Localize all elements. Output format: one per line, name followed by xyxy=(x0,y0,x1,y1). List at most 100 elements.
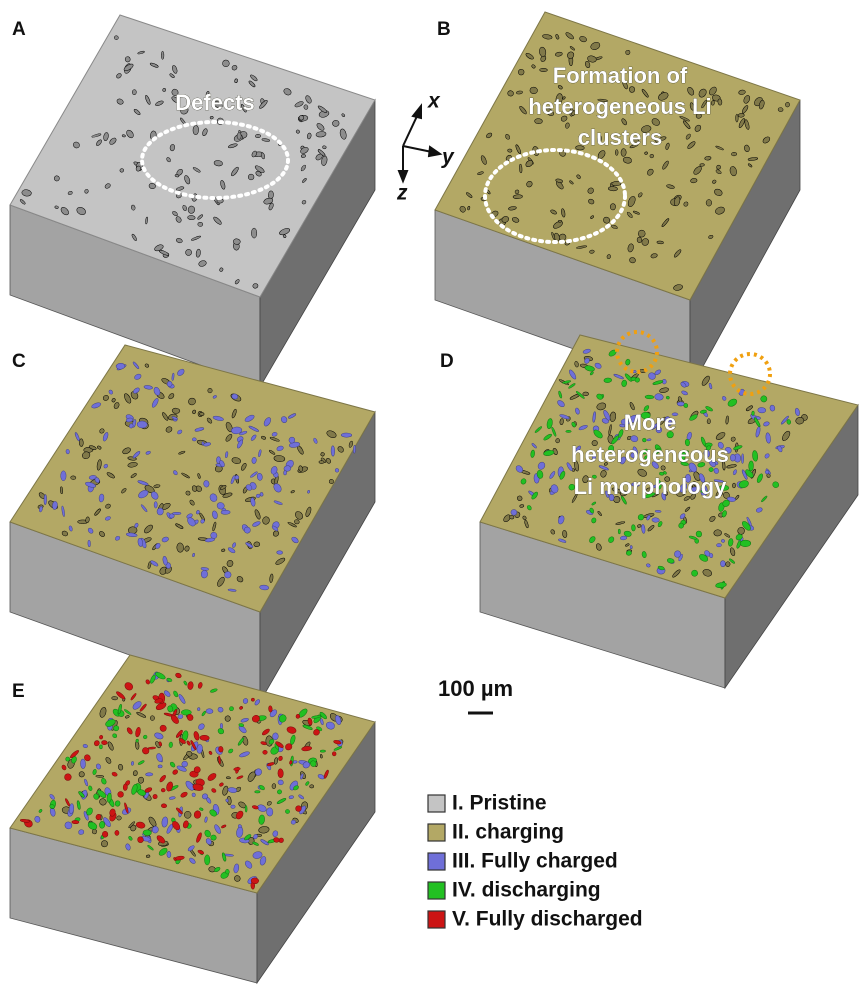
cluster xyxy=(758,407,766,413)
cluster xyxy=(115,830,119,835)
cluster xyxy=(749,461,754,471)
legend-swatch xyxy=(428,882,445,899)
cluster xyxy=(204,855,209,865)
cluster xyxy=(630,545,632,548)
cluster xyxy=(251,698,254,701)
cluster xyxy=(222,60,229,67)
cluster xyxy=(730,454,735,461)
cluster xyxy=(741,454,743,464)
cluster xyxy=(615,150,618,156)
cluster xyxy=(201,570,208,578)
cluster xyxy=(61,471,66,481)
cluster xyxy=(206,709,213,714)
cluster xyxy=(268,706,272,713)
cluster xyxy=(199,412,204,416)
cluster xyxy=(226,777,230,779)
cluster xyxy=(291,820,296,825)
cluster xyxy=(263,750,268,754)
block xyxy=(10,655,375,983)
cluster xyxy=(225,715,231,721)
annotation: heterogeneous xyxy=(571,442,729,467)
cluster xyxy=(169,742,173,748)
cluster xyxy=(220,723,223,728)
cluster xyxy=(652,518,660,523)
cluster xyxy=(99,745,102,749)
cluster xyxy=(631,524,635,531)
axis-label: y xyxy=(441,146,455,169)
cluster xyxy=(272,733,278,740)
cluster xyxy=(679,523,684,528)
cluster xyxy=(72,820,79,824)
cluster xyxy=(132,89,136,94)
cluster xyxy=(322,146,326,149)
cluster xyxy=(558,220,562,222)
annotation: Li morphology xyxy=(574,474,728,499)
cluster xyxy=(208,388,213,393)
cluster xyxy=(566,430,572,432)
cluster xyxy=(645,395,654,399)
cluster xyxy=(726,562,730,567)
legend-label: II. charging xyxy=(452,821,564,844)
cluster xyxy=(233,238,241,244)
cluster xyxy=(272,783,276,788)
cluster xyxy=(518,69,524,75)
cluster xyxy=(283,471,286,476)
cluster xyxy=(320,750,325,752)
legend: I. PristineII. chargingIII. Fully charge… xyxy=(428,792,643,931)
cluster xyxy=(655,510,661,512)
legend-swatch xyxy=(428,824,445,841)
block xyxy=(10,15,375,387)
cluster xyxy=(618,529,620,534)
cluster xyxy=(116,363,125,370)
cluster xyxy=(332,751,337,756)
cluster xyxy=(44,494,47,504)
annotation: More xyxy=(624,410,677,435)
cluster xyxy=(193,125,199,135)
annotation: Formation of xyxy=(553,63,688,88)
cluster xyxy=(731,152,737,156)
cluster xyxy=(64,774,71,781)
cluster xyxy=(608,186,618,191)
cluster xyxy=(254,542,260,547)
cluster xyxy=(172,512,181,515)
panel-label: C xyxy=(12,351,26,372)
cluster xyxy=(738,527,745,534)
panel-label: B xyxy=(437,19,451,40)
cluster xyxy=(507,149,512,153)
cluster xyxy=(161,804,167,808)
panel-label: E xyxy=(12,681,25,702)
panel-label: D xyxy=(440,351,454,372)
cluster xyxy=(534,118,542,124)
axes-icon xyxy=(399,106,440,181)
cluster xyxy=(120,168,124,172)
cluster xyxy=(187,215,195,220)
cluster xyxy=(114,36,118,40)
cluster xyxy=(583,392,589,396)
cluster xyxy=(117,816,122,821)
cluster xyxy=(80,759,85,769)
cluster xyxy=(102,831,108,837)
cluster xyxy=(123,784,128,791)
cluster xyxy=(88,540,91,547)
cluster xyxy=(266,808,273,817)
cluster xyxy=(255,134,261,138)
cluster xyxy=(752,411,755,416)
cluster xyxy=(198,222,203,226)
cluster xyxy=(540,68,548,72)
cluster xyxy=(353,445,356,453)
legend-swatch xyxy=(428,795,445,812)
cluster xyxy=(637,237,642,243)
cluster xyxy=(244,527,250,533)
cluster xyxy=(71,476,77,480)
cluster xyxy=(277,790,282,795)
cluster xyxy=(251,878,259,884)
cluster xyxy=(650,154,654,158)
cluster xyxy=(157,508,164,515)
cluster xyxy=(332,120,339,127)
cluster xyxy=(200,735,210,741)
cluster xyxy=(150,716,154,721)
cluster xyxy=(657,241,664,244)
axis-label: z xyxy=(396,182,408,205)
cluster xyxy=(252,457,257,464)
cluster xyxy=(604,378,612,383)
